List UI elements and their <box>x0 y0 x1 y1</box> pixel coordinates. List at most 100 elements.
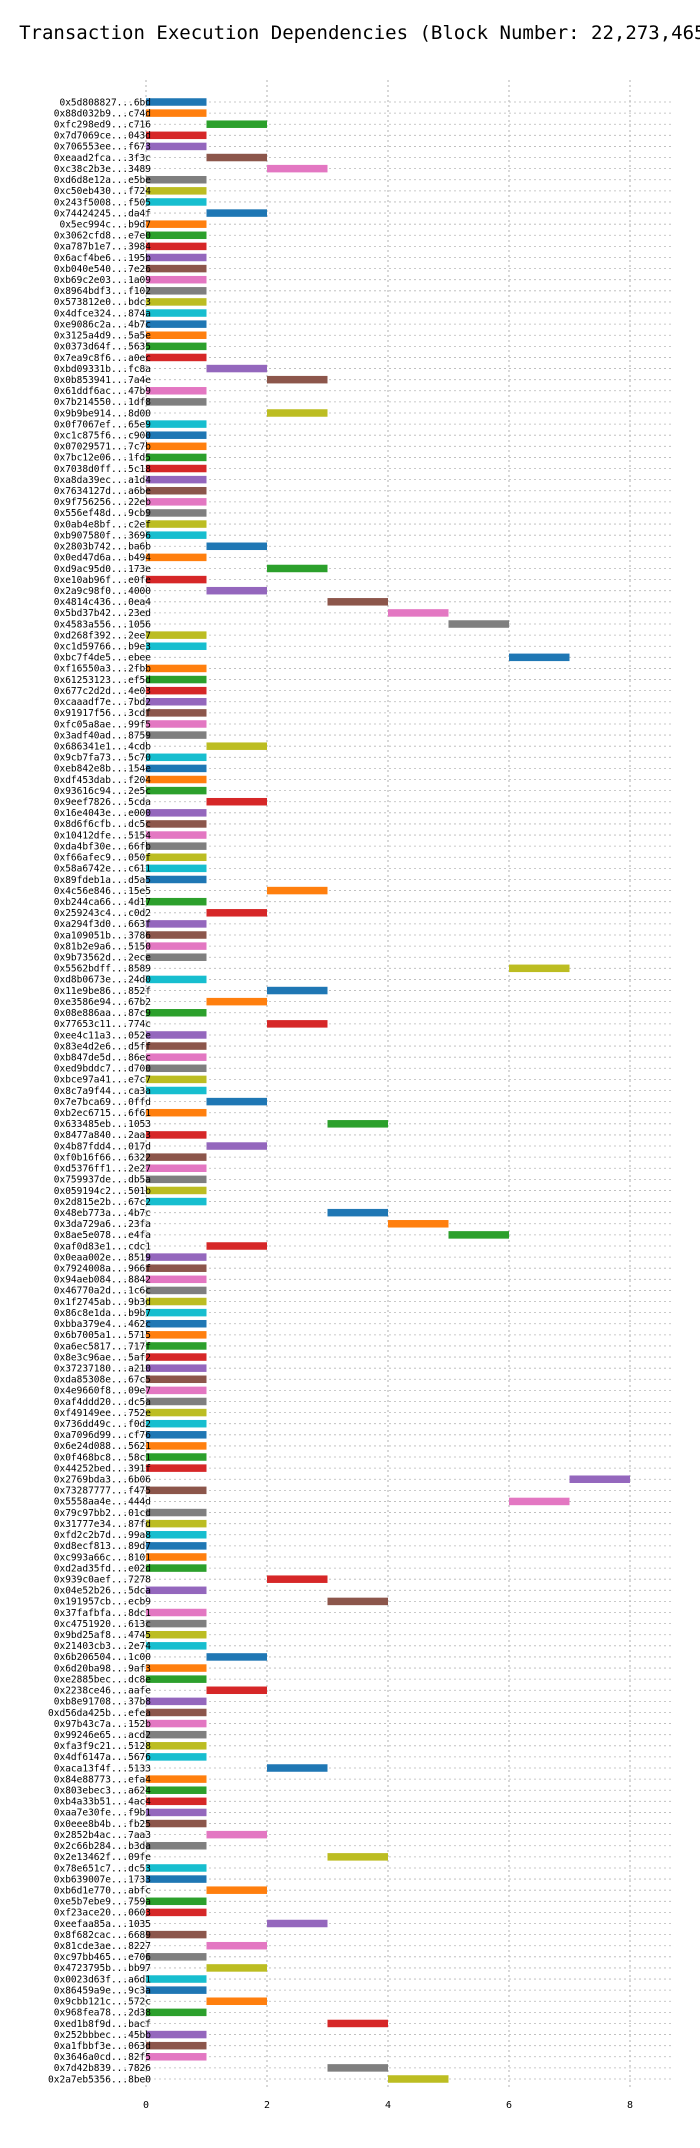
y-tick-label: 0x0b853941...7a4e <box>54 375 152 386</box>
transaction-bar <box>448 620 509 628</box>
transaction-bar <box>146 664 207 673</box>
y-tick-label: 0x61253123...ef5d <box>54 675 151 686</box>
y-tick-label: 0xa1fbbf3e...063d <box>54 2041 151 2052</box>
y-tick-label: 0x9cbb121c...572c <box>54 1997 151 2008</box>
y-tick-label: 0x8ae5e078...e4fa <box>54 1230 151 1241</box>
y-tick-label: 0x4b87fdd4...017d <box>54 1141 151 1152</box>
transaction-bar <box>146 1930 207 1939</box>
transaction-bar <box>509 653 570 662</box>
transaction-bar <box>146 1819 207 1828</box>
transaction-bar <box>146 498 207 506</box>
transaction-bar <box>146 1386 207 1395</box>
transaction-bar <box>146 1675 207 1683</box>
transaction-bar <box>146 1375 207 1384</box>
transaction-bar <box>146 220 207 228</box>
y-tick-label: 0x0eee8b4b...fb25 <box>54 1819 151 1830</box>
y-tick-label: 0x81cde3ae...8227 <box>54 1941 151 1952</box>
y-tick-labels: 0x5d808827...6bd0x88d032b9...c74d0xfc298… <box>48 97 151 2085</box>
y-tick-label: 0x2e13462f...09fe <box>54 1852 152 1863</box>
transaction-bar <box>146 1508 207 1517</box>
y-tick-label: 0x4dfce324...874a <box>54 308 151 319</box>
transaction-bar <box>146 875 207 884</box>
transaction-bar <box>206 586 267 595</box>
y-tick-label: 0x37237180...a210 <box>54 1363 152 1374</box>
transaction-bar <box>146 109 207 117</box>
y-tick-label: 0x4814c436...0ea4 <box>54 597 152 608</box>
y-tick-label: 0xbd09331b...fc8a <box>54 364 151 375</box>
y-tick-label: 0x8964bdf3...f102 <box>54 286 151 297</box>
transaction-bar <box>206 1097 267 1106</box>
transaction-bar <box>146 686 207 695</box>
transaction-bar <box>146 331 207 339</box>
transaction-bar <box>206 1830 267 1839</box>
transaction-bar <box>146 1253 207 1261</box>
y-tick-label: 0x78e651c7...dc53 <box>54 1863 151 1874</box>
transaction-bar <box>146 420 207 428</box>
transaction-bar <box>146 264 207 273</box>
transaction-bar <box>267 375 328 384</box>
y-tick-label: 0x191957cb...ecb9 <box>54 1597 152 1608</box>
y-tick-label: 0x759937de...db5a <box>54 1175 151 1186</box>
y-tick-label: 0xb69c2e03...1a09 <box>54 275 152 286</box>
y-tick-label: 0xe9086c2a...4b7c <box>54 319 151 330</box>
transaction-bar <box>146 142 207 151</box>
transaction-bar <box>146 1042 207 1050</box>
transaction-bar <box>146 1608 207 1617</box>
y-tick-label: 0xd8ecf813...89d7 <box>54 1541 151 1552</box>
transaction-bar <box>206 542 267 551</box>
x-tick-label: 6 <box>506 2100 512 2111</box>
transaction-bar <box>146 387 207 395</box>
transaction-bar <box>146 1730 207 1739</box>
transaction-bar <box>146 2041 207 2050</box>
y-tick-label: 0xda4bf30e...66fb <box>54 841 152 852</box>
transaction-bar <box>146 453 207 462</box>
y-tick-label: 0x4e9660f8...09e7 <box>54 1386 151 1397</box>
transaction-bar <box>146 675 207 684</box>
x-tick-label: 8 <box>627 2100 633 2111</box>
y-tick-label: 0x77653c11...774c <box>54 1019 151 1030</box>
transaction-bar <box>509 964 570 973</box>
transaction-bar <box>146 1442 207 1450</box>
transaction-bar <box>146 1186 207 1195</box>
transaction-bar <box>146 1564 207 1572</box>
y-tick-label: 0xa109051b...3786 <box>54 930 152 941</box>
transaction-bar <box>146 342 207 351</box>
y-tick-label: 0x3da729a6...23fa <box>54 1219 151 1230</box>
transaction-bar <box>146 475 207 484</box>
transaction-bar <box>267 164 328 173</box>
y-tick-label: 0xa8da39ec...a1d4 <box>54 475 152 486</box>
y-tick-label: 0x2d815e2b...67c2 <box>54 1197 151 1208</box>
transaction-bar <box>146 1842 207 1850</box>
transaction-bar <box>146 1297 207 1306</box>
transaction-bar <box>146 931 207 939</box>
transaction-bar <box>146 1197 207 1206</box>
transaction-bar <box>206 997 267 1006</box>
transaction-bar <box>146 975 207 984</box>
transaction-bar <box>267 1919 328 1928</box>
transaction-bar <box>146 920 207 928</box>
y-tick-label: 0x0eaa002e...8519 <box>54 1252 152 1263</box>
y-tick-label: 0x97b43c7a...152b <box>54 1719 152 1730</box>
transaction-bar <box>146 1319 207 1328</box>
y-tick-label: 0xed9bddc7...d700 <box>54 1064 152 1075</box>
y-tick-label: 0xd268f392...2ee7 <box>54 630 151 641</box>
transaction-bar <box>146 1131 207 1139</box>
y-tick-label: 0x94aeb084...8842 <box>54 1275 151 1286</box>
transaction-bar <box>206 1142 267 1150</box>
transaction-bar <box>327 1120 388 1128</box>
y-tick-label: 0xa294f3d0...663f <box>54 919 151 930</box>
y-tick-label: 0x7ea9c8f6...a0ec <box>54 353 151 364</box>
transaction-bar <box>509 1497 570 1506</box>
transaction-bar <box>146 1630 207 1639</box>
y-tick-label: 0x0023d63f...a6d1 <box>54 1974 152 1985</box>
transaction-bar <box>146 1175 207 1184</box>
transaction-bar <box>146 242 207 251</box>
transaction-bar <box>146 1986 207 1994</box>
transaction-bar <box>206 909 267 917</box>
transaction-bar <box>146 1164 207 1172</box>
y-tick-label: 0x686341e1...4cdb <box>54 741 152 752</box>
transaction-bar <box>146 864 207 873</box>
y-tick-label: 0x88d032b9...c74d <box>54 108 151 119</box>
y-tick-label: 0x48eb773a...4b7c <box>54 1208 151 1219</box>
transaction-bar <box>146 1031 207 1039</box>
